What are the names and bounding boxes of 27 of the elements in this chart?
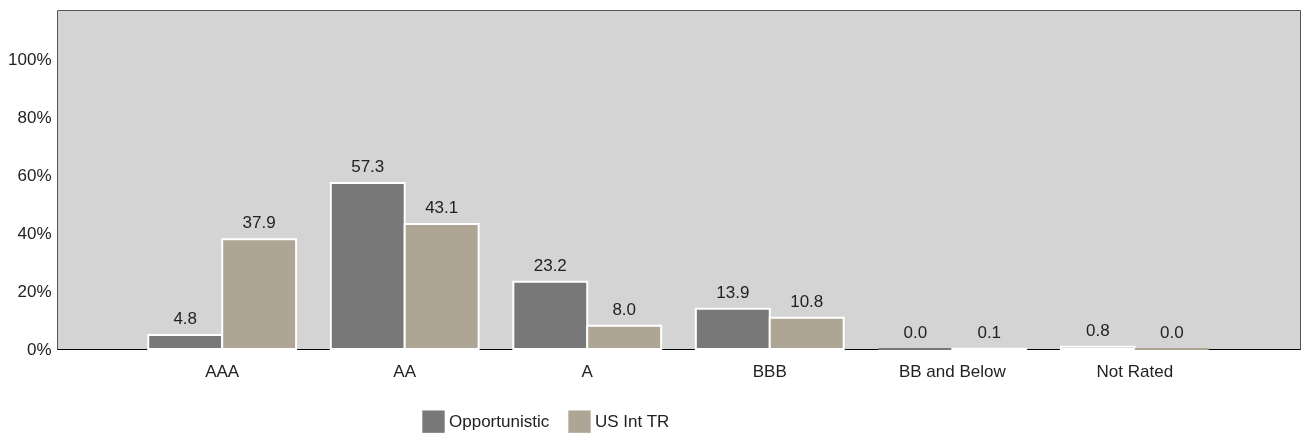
y-tick-label: 60% [17, 165, 52, 185]
y-tick-label: 40% [17, 223, 52, 243]
x-tick-label: BB and Below [898, 361, 1007, 381]
data-label: 37.9 [242, 213, 276, 233]
data-label: 0.0 [1159, 323, 1184, 342]
data-label: 0.1 [977, 322, 1002, 342]
data-label: 0.8 [1086, 320, 1110, 340]
x-tick-label: AAA [205, 361, 240, 381]
legend-label: Opportunistic [449, 411, 550, 431]
y-tick-label: 20% [17, 281, 52, 301]
data-label: 0.0 [903, 323, 928, 342]
data-label: 23.2 [533, 255, 567, 275]
x-tick-label: Not Rated [1096, 361, 1174, 381]
x-tick-label: AA [393, 361, 417, 381]
y-tick-label: 0% [26, 339, 52, 359]
data-label: 4.8 [173, 309, 198, 329]
y-tick-label: 80% [17, 107, 52, 127]
legend-label: US Int TR [595, 411, 670, 431]
data-label: 10.8 [790, 291, 824, 311]
data-label: 8.0 [612, 299, 637, 319]
x-tick-label: A [581, 361, 594, 381]
x-tick-label: BBB [752, 361, 787, 381]
data-label: 57.3 [351, 156, 385, 176]
bar [1059, 345, 1136, 350]
y-tick-label: 100% [8, 49, 52, 69]
data-label: 13.9 [716, 282, 750, 302]
data-label: 43.1 [425, 198, 459, 218]
